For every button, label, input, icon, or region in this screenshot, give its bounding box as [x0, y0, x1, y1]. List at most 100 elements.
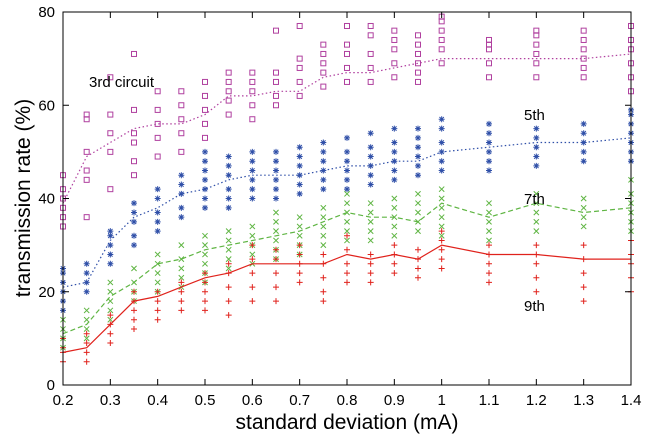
data-point-plus: [320, 251, 327, 258]
data-point-asterisk: [344, 134, 350, 141]
data-point-square: [107, 186, 114, 193]
x-tick-label: 1.4: [621, 392, 642, 409]
data-point-plus: [580, 270, 587, 277]
data-point-square: [580, 74, 587, 81]
data-point-x: [154, 251, 161, 258]
data-point-x: [533, 218, 540, 225]
plot-frame: [62, 11, 632, 386]
data-point-plus: [438, 265, 445, 272]
series-4: [60, 228, 634, 365]
data-point-x: [486, 218, 492, 225]
data-point-asterisk: [202, 186, 208, 193]
data-point-plus: [438, 228, 445, 235]
data-point-asterisk: [438, 139, 445, 146]
series-1: [60, 13, 634, 230]
data-point-square: [273, 78, 279, 85]
data-point-asterisk: [344, 186, 350, 193]
data-point-square: [391, 36, 398, 43]
data-point-x: [344, 200, 350, 207]
data-point-x: [107, 279, 114, 286]
data-point-plus: [202, 279, 208, 286]
data-point-asterisk: [438, 167, 445, 174]
data-point-asterisk: [178, 172, 185, 179]
data-point-square: [83, 214, 90, 221]
data-point-asterisk: [296, 172, 303, 179]
data-point-x: [273, 209, 279, 216]
data-point-plus: [296, 279, 303, 286]
data-point-plus: [415, 274, 421, 281]
y-tick-label: 80: [38, 4, 55, 21]
data-point-x: [320, 204, 327, 211]
data-point-square: [178, 148, 185, 155]
data-point-square: [344, 64, 350, 71]
data-point-asterisk: [391, 176, 398, 183]
data-point-asterisk: [296, 181, 303, 188]
data-point-plus: [131, 307, 137, 314]
data-point-asterisk: [320, 148, 327, 155]
data-point-x: [391, 232, 398, 239]
data-point-plus: [154, 307, 161, 314]
data-point-x: [320, 214, 327, 221]
data-point-asterisk: [131, 200, 137, 207]
data-point-square: [273, 69, 279, 76]
data-point-square: [344, 78, 350, 85]
data-point-plus: [107, 330, 114, 337]
data-point-asterisk: [107, 228, 114, 235]
data-point-x: [486, 228, 492, 235]
data-point-asterisk: [391, 125, 398, 132]
data-point-square: [320, 60, 327, 67]
data-point-square: [486, 74, 492, 81]
data-point-x: [202, 251, 208, 258]
data-point-asterisk: [391, 167, 398, 174]
data-point-x: [533, 190, 540, 197]
data-point-asterisk: [225, 195, 232, 202]
data-point-square: [107, 111, 114, 118]
data-point-plus: [131, 298, 137, 305]
data-point-plus: [533, 288, 540, 295]
data-point-square: [320, 41, 327, 48]
data-point-x: [320, 242, 327, 249]
data-point-plus: [580, 298, 587, 305]
data-point-x: [580, 214, 587, 221]
data-point-square: [178, 130, 185, 137]
data-point-asterisk: [533, 125, 540, 132]
data-point-square: [486, 36, 492, 43]
data-point-square: [249, 69, 256, 76]
data-point-x: [367, 218, 374, 225]
x-tick-label: 0.2: [53, 392, 74, 409]
data-point-plus: [415, 246, 421, 253]
data-point-square: [438, 27, 445, 34]
series-2: [60, 106, 634, 314]
data-point-square: [415, 32, 421, 39]
data-point-x: [249, 251, 256, 258]
data-point-asterisk: [249, 186, 256, 193]
data-point-asterisk: [415, 162, 421, 169]
data-point-square: [225, 88, 232, 95]
data-point-plus: [131, 316, 137, 323]
data-point-square: [154, 106, 161, 113]
data-point-square: [202, 92, 208, 99]
data-point-plus: [580, 284, 587, 291]
data-point-asterisk: [415, 172, 421, 179]
data-point-square: [320, 50, 327, 57]
data-point-x: [415, 218, 421, 225]
data-point-plus: [367, 279, 374, 286]
data-point-asterisk: [178, 181, 185, 188]
data-point-plus: [83, 330, 90, 337]
x-tick-label: 0.4: [147, 392, 168, 409]
y-tick-label: 20: [38, 284, 55, 301]
data-point-plus: [320, 274, 327, 281]
data-point-square: [533, 74, 540, 81]
data-point-x: [296, 214, 303, 221]
x-tick-label: 1: [437, 392, 445, 409]
data-point-asterisk: [273, 158, 279, 165]
data-point-x: [178, 265, 185, 272]
data-point-asterisk: [438, 148, 445, 155]
data-point-asterisk: [296, 190, 303, 197]
data-point-square: [131, 106, 137, 113]
data-point-square: [533, 27, 540, 34]
data-point-asterisk: [415, 144, 421, 151]
x-tick-label: 0.9: [384, 392, 405, 409]
data-point-plus: [296, 242, 303, 249]
data-point-asterisk: [486, 139, 492, 146]
